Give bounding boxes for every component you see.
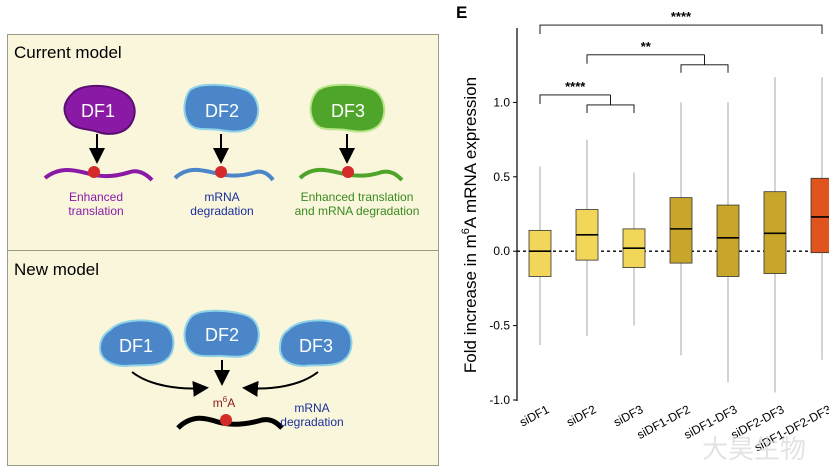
watermark: 大昊生物	[702, 434, 806, 464]
df1-mrna	[43, 168, 154, 182]
df2-label: DF2	[205, 101, 239, 121]
new-df3-label: DF3	[299, 336, 333, 356]
df2-protein-icon: DF2	[183, 83, 260, 133]
df2-m6a-dot	[215, 166, 227, 178]
new-caption-line2: degradation	[280, 415, 343, 429]
significance-bracket	[586, 54, 705, 64]
box-siDF1-DF3	[716, 204, 740, 277]
df3-caption-line1: Enhanced translation	[301, 190, 414, 204]
new-df1-protein-icon: DF1	[98, 319, 175, 368]
y-tick-label: 1.0	[493, 95, 510, 109]
df3-caption-line2: and mRNA degradation	[295, 204, 420, 218]
panel-letter: E	[456, 3, 467, 22]
model-diagram: Current model DF1 Enhanced translation D…	[14, 43, 420, 430]
df2-caption-line1: mRNA	[204, 190, 239, 204]
new-df3-protein-icon: DF3	[278, 319, 353, 368]
df3-label: DF3	[331, 101, 365, 121]
significance-label: ****	[671, 9, 692, 24]
df1-m6a-dot	[88, 166, 100, 178]
new-df2-label: DF2	[205, 325, 239, 345]
df3-mrna	[298, 167, 404, 182]
box-siDF1-DF2-DF3	[810, 177, 829, 254]
new-df1-arrow	[131, 371, 209, 397]
y-tick-label: -1.0	[489, 393, 510, 407]
x-tick-label: siDF2	[564, 402, 599, 429]
y-tick-label: 0.5	[493, 170, 510, 184]
significance-label: ****	[565, 79, 586, 94]
new-mrna	[176, 415, 284, 430]
df2-caption-line2: degradation	[190, 204, 253, 218]
df1-caption-line1: Enhanced	[69, 190, 123, 204]
new-df2-protein-icon: DF2	[183, 309, 260, 358]
box-plot-chart: E Fold increase in m6A mRNA expression 1…	[456, 3, 829, 464]
m6a-label: m6A	[213, 395, 235, 410]
y-tick-label: 0.0	[493, 244, 510, 258]
df1-label: DF1	[81, 101, 115, 121]
new-model-title: New model	[14, 260, 99, 279]
df2-mrna	[173, 167, 275, 182]
significance-sub-bracket	[680, 64, 729, 73]
x-tick-label: siDF1	[517, 402, 552, 429]
significance-bracket	[539, 94, 611, 104]
model-divider	[7, 250, 439, 251]
box-siDF1-DF2	[669, 197, 693, 264]
new-df1-label: DF1	[119, 336, 153, 356]
y-tick-label: -0.5	[489, 319, 510, 333]
significance-sub-bracket	[586, 104, 635, 113]
significance-label: **	[641, 39, 652, 54]
df1-protein-icon: DF1	[63, 84, 136, 135]
new-df3-arrow	[242, 371, 319, 397]
new-m6a-dot	[220, 414, 232, 426]
df3-protein-icon: DF3	[309, 83, 386, 133]
y-axis-label: Fold increase in m6A mRNA expression	[460, 77, 480, 373]
box-siDF1	[528, 229, 552, 277]
current-model-title: Current model	[14, 43, 122, 62]
df3-m6a-dot	[342, 166, 354, 178]
significance-bracket	[539, 24, 823, 35]
new-caption-line1: mRNA	[294, 401, 329, 415]
df1-caption-line2: translation	[68, 204, 123, 218]
